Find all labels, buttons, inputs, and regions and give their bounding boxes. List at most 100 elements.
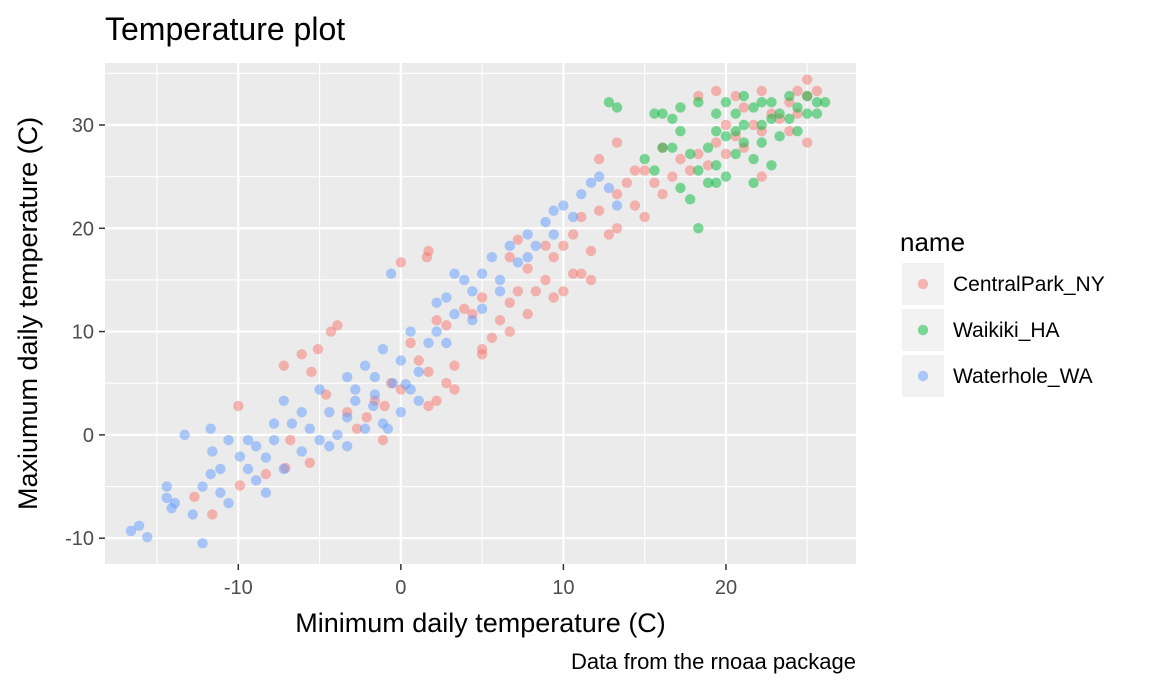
data-point (387, 378, 398, 389)
data-point (377, 343, 389, 355)
data-point (332, 429, 343, 441)
data-point (702, 160, 714, 171)
data-point (189, 491, 200, 503)
data-point (342, 371, 353, 383)
legend-key-marker (917, 370, 929, 382)
data-point (459, 274, 470, 286)
data-point (278, 463, 290, 475)
data-point (476, 292, 488, 303)
data-point (585, 245, 597, 257)
data-point (504, 252, 515, 263)
data-point (494, 315, 506, 326)
data-point (629, 165, 641, 176)
data-point (548, 205, 559, 216)
legend-label: CentralPark_NY (953, 273, 1105, 296)
data-point (802, 74, 813, 85)
x-axis-title: Minimum daily temperature (C) (295, 608, 666, 638)
data-point (431, 395, 442, 406)
data-point (296, 446, 307, 457)
data-point (730, 148, 741, 160)
data-point (197, 538, 208, 549)
data-point (756, 171, 767, 182)
data-point (756, 85, 767, 97)
data-point (766, 160, 777, 171)
data-point (179, 429, 190, 441)
data-point (621, 177, 632, 189)
x-tick-label: 0 (395, 577, 406, 599)
data-point (748, 102, 759, 113)
data-point (234, 451, 246, 462)
data-point (667, 171, 678, 182)
data-point (675, 125, 686, 137)
data-point (142, 531, 153, 543)
data-point (756, 97, 767, 108)
y-axis-ticks: -10 0 10 20 30 (65, 115, 105, 550)
data-point (278, 395, 290, 406)
data-point (413, 395, 424, 406)
data-point (649, 108, 660, 119)
data-point (476, 303, 488, 315)
data-point (405, 337, 416, 349)
data-point (540, 240, 551, 252)
data-point (784, 113, 795, 124)
data-point (711, 85, 722, 97)
data-point (449, 384, 460, 395)
data-point (522, 229, 533, 240)
data-point (342, 412, 353, 423)
data-point (449, 308, 460, 320)
data-point (431, 297, 442, 308)
data-point (756, 119, 767, 131)
data-point (730, 125, 741, 137)
data-point (657, 142, 668, 153)
y-tick-label: 30 (72, 115, 94, 137)
data-point (684, 148, 696, 160)
data-point (784, 125, 795, 137)
data-point (675, 102, 686, 113)
data-point (792, 102, 803, 113)
data-point (234, 480, 246, 491)
data-point (558, 200, 569, 211)
data-point (603, 97, 615, 108)
data-point (811, 108, 823, 119)
data-point (449, 360, 460, 371)
data-point (667, 113, 678, 124)
data-point (215, 463, 226, 475)
x-tick-label: 10 (552, 577, 574, 599)
data-point (774, 108, 785, 119)
data-point (639, 153, 650, 165)
data-point (711, 137, 722, 148)
data-point (540, 216, 551, 228)
data-point (667, 142, 678, 153)
data-point (802, 108, 813, 119)
data-point (324, 441, 335, 452)
data-point (278, 360, 290, 371)
data-point (567, 229, 579, 240)
data-point (684, 165, 696, 176)
data-point (530, 286, 541, 297)
data-point (207, 509, 218, 520)
data-point (766, 97, 777, 108)
data-point (467, 315, 478, 326)
data-point (657, 188, 668, 200)
data-point (359, 360, 371, 371)
data-point (476, 349, 488, 360)
data-point (223, 497, 234, 509)
data-point (205, 423, 216, 434)
data-point (260, 452, 272, 463)
data-point (306, 366, 317, 378)
data-point (720, 97, 732, 108)
data-point (675, 182, 686, 194)
data-point (486, 252, 498, 263)
data-point (395, 355, 407, 366)
data-point (792, 85, 803, 97)
data-point (730, 90, 741, 102)
data-point (197, 481, 208, 492)
x-tick-label: -10 (224, 577, 253, 599)
data-point (423, 337, 434, 349)
data-point (314, 434, 325, 446)
data-point (738, 119, 750, 131)
data-point (325, 326, 337, 337)
data-point (611, 137, 623, 148)
data-point (629, 200, 641, 211)
data-point (811, 85, 823, 97)
